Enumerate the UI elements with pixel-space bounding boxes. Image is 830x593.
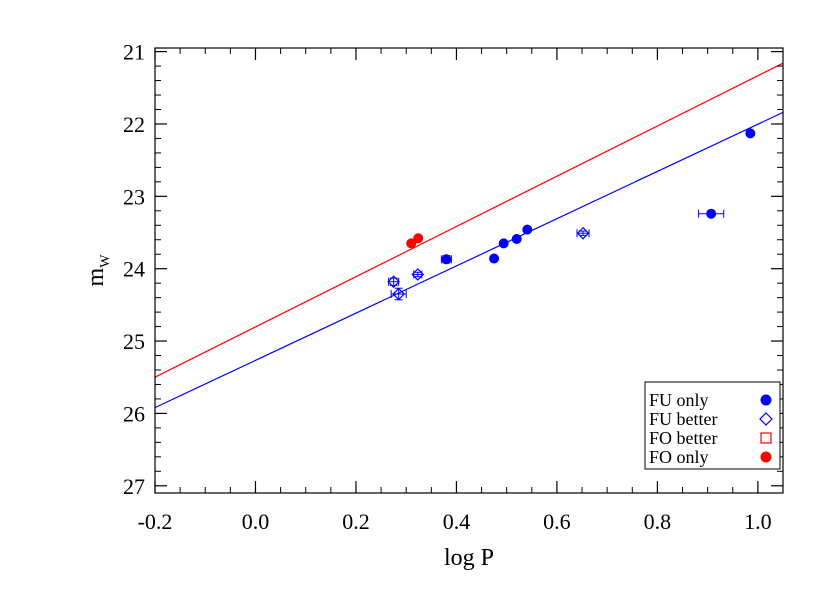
y-tick-label: 26 xyxy=(123,401,145,426)
data-point xyxy=(413,233,424,244)
data-point xyxy=(522,224,533,235)
legend-label: FU only xyxy=(649,390,709,410)
fit-line-2 xyxy=(155,62,783,378)
y-tick-label: 22 xyxy=(123,112,145,137)
plot-frame xyxy=(154,47,784,494)
y-axis-title: mW xyxy=(83,254,113,287)
y-tick-label: 21 xyxy=(123,40,145,65)
data-point xyxy=(511,234,522,245)
y-tick-label: 27 xyxy=(123,474,145,499)
data-points xyxy=(387,128,756,301)
x-tick-label: 1.0 xyxy=(744,509,772,534)
y-axis-title-sub: W xyxy=(98,254,113,268)
data-point xyxy=(489,253,500,264)
x-tick-label: 0.4 xyxy=(443,509,471,534)
legend-label: FO better xyxy=(649,428,717,448)
fit-lines xyxy=(155,62,783,409)
data-point xyxy=(576,226,590,240)
data-point xyxy=(387,275,400,289)
legend-marker xyxy=(760,432,772,444)
x-axis: -0.2 0.0 0.2 0.4 0.6 0.8 1.0 xyxy=(138,48,784,534)
legend-marker xyxy=(760,451,772,463)
y-tick-label: 24 xyxy=(123,257,145,282)
y-axis-title-main: m xyxy=(83,267,109,286)
x-tick-label: 0.6 xyxy=(543,509,571,534)
legend-label: FU better xyxy=(649,409,717,429)
x-tick-label: 0.2 xyxy=(342,509,370,534)
y-tick-label: 25 xyxy=(123,329,145,354)
x-tick-label: 0.8 xyxy=(644,509,672,534)
x-tick-label: 0.0 xyxy=(242,509,270,534)
legend-marker xyxy=(760,394,772,406)
legend-marker xyxy=(759,412,773,426)
legend-label: FO only xyxy=(649,447,709,467)
x-tick-label: -0.2 xyxy=(138,509,173,534)
y-tick-label: 23 xyxy=(123,184,145,209)
data-point xyxy=(498,238,509,249)
data-point xyxy=(392,287,406,301)
data-point xyxy=(406,238,417,249)
data-point xyxy=(745,128,756,139)
data-point xyxy=(706,208,717,219)
legend-box xyxy=(644,381,781,470)
x-axis-title: log P xyxy=(444,545,494,571)
data-point xyxy=(441,254,452,265)
data-point xyxy=(411,268,425,281)
fit-line-1 xyxy=(155,111,783,409)
